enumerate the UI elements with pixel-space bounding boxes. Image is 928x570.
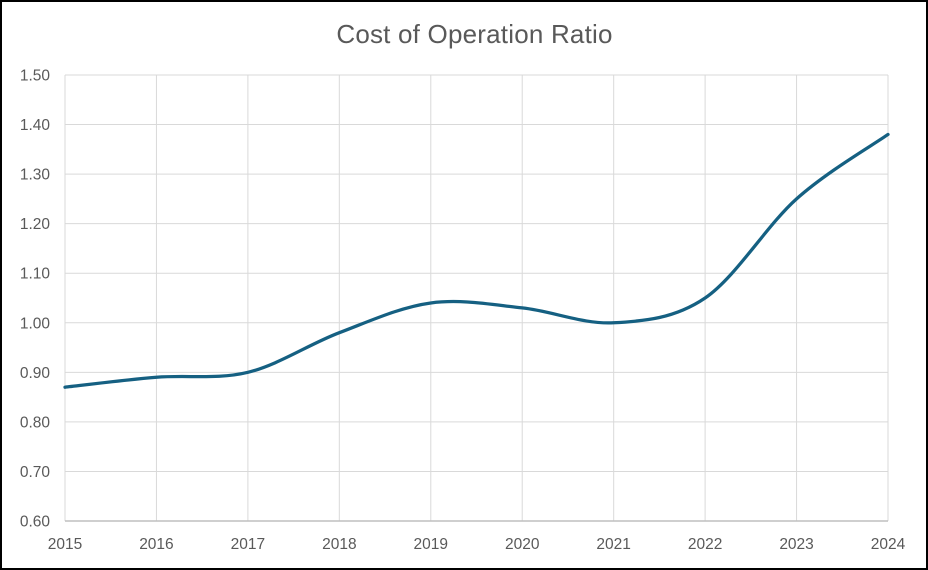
- x-tick-label: 2024: [871, 536, 906, 553]
- y-tick-label: 0.60: [20, 514, 51, 531]
- y-tick-label: 1.40: [20, 117, 51, 134]
- y-tick-label: 0.80: [20, 414, 51, 431]
- series-line: [63, 132, 890, 389]
- y-tick-label: 1.10: [20, 266, 51, 283]
- x-tick-label: 2023: [779, 536, 813, 553]
- y-tick-label: 0.90: [20, 365, 51, 382]
- x-tick-label: 2018: [322, 536, 356, 553]
- y-tick-label: 1.00: [20, 315, 51, 332]
- x-tick-label: 2022: [688, 536, 722, 553]
- y-tick-label: 1.20: [20, 216, 51, 233]
- x-tick-label: 2021: [596, 536, 630, 553]
- y-tick-label: 0.70: [20, 464, 51, 481]
- y-tick-label: 1.30: [20, 167, 51, 184]
- y-tick-label: 1.50: [20, 68, 51, 85]
- x-tick-label: 2015: [48, 536, 82, 553]
- x-tick-label: 2016: [139, 536, 173, 553]
- x-tick-label: 2019: [414, 536, 448, 553]
- x-tick-label: 2020: [505, 536, 540, 553]
- x-tick-label: 2017: [231, 536, 265, 553]
- chart-title: Cost of Operation Ratio: [336, 19, 613, 49]
